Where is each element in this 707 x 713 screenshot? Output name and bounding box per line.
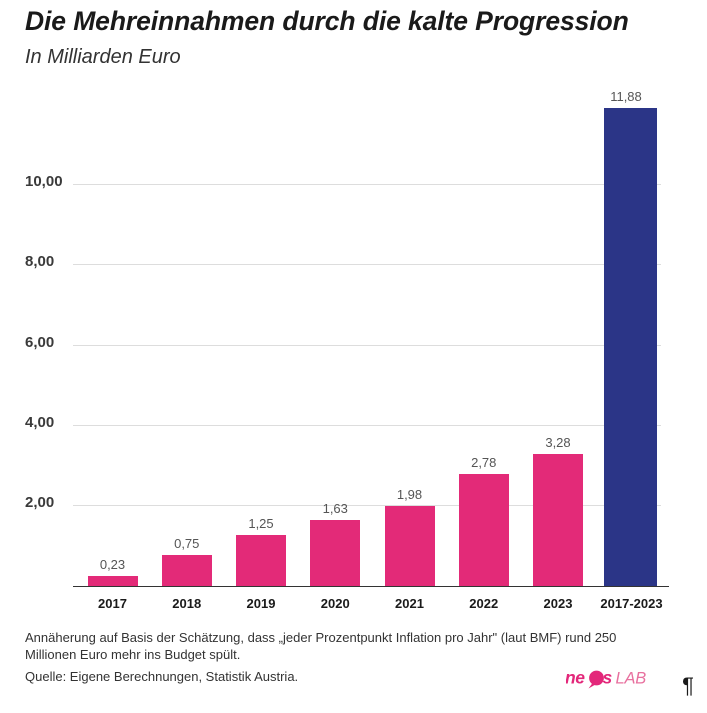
svg-text:s: s bbox=[603, 668, 613, 688]
svg-text:ne: ne bbox=[566, 668, 585, 688]
svg-text:LAB: LAB bbox=[616, 670, 647, 688]
